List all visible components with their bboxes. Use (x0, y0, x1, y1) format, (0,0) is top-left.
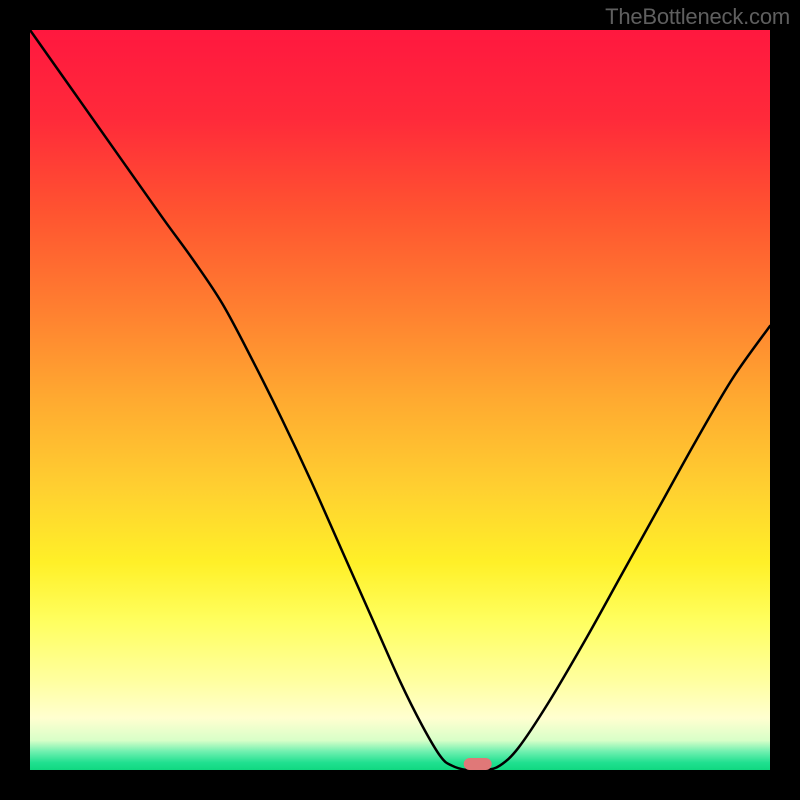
optimal-marker (464, 758, 492, 770)
chart-container: TheBottleneck.com (0, 0, 800, 800)
plot-area (30, 30, 770, 770)
watermark-text: TheBottleneck.com (605, 4, 790, 30)
chart-svg (0, 0, 800, 800)
